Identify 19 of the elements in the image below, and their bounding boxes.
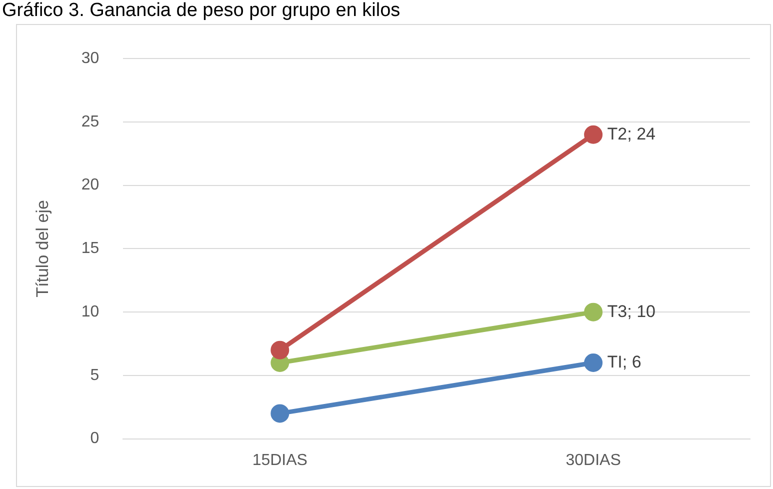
y-tick-label: 30 bbox=[81, 50, 100, 68]
point bbox=[270, 404, 290, 423]
point bbox=[584, 302, 603, 322]
x-tick-label: 15DIAS bbox=[252, 452, 308, 469]
y-tick-label: 5 bbox=[90, 366, 100, 384]
y-tick-label: 10 bbox=[81, 303, 100, 320]
data-label: T2; 24 bbox=[607, 124, 656, 144]
y-axis-title: Título del eje bbox=[32, 200, 52, 298]
point bbox=[584, 125, 603, 144]
data-label: TI; 6 bbox=[607, 352, 642, 372]
y-tick-label: 15 bbox=[81, 240, 100, 258]
point bbox=[270, 340, 290, 360]
chart-title: Gráfico 3. Ganancia de peso por grupo en kilos bbox=[2, 0, 400, 22]
data-label: T3; 10 bbox=[607, 302, 656, 321]
y-tick-label: 0 bbox=[90, 430, 100, 448]
y-tick-label: 25 bbox=[81, 113, 100, 130]
y-tick-label: 20 bbox=[81, 176, 100, 194]
point bbox=[584, 354, 603, 372]
x-tick-label: 30DIAS bbox=[566, 452, 621, 469]
